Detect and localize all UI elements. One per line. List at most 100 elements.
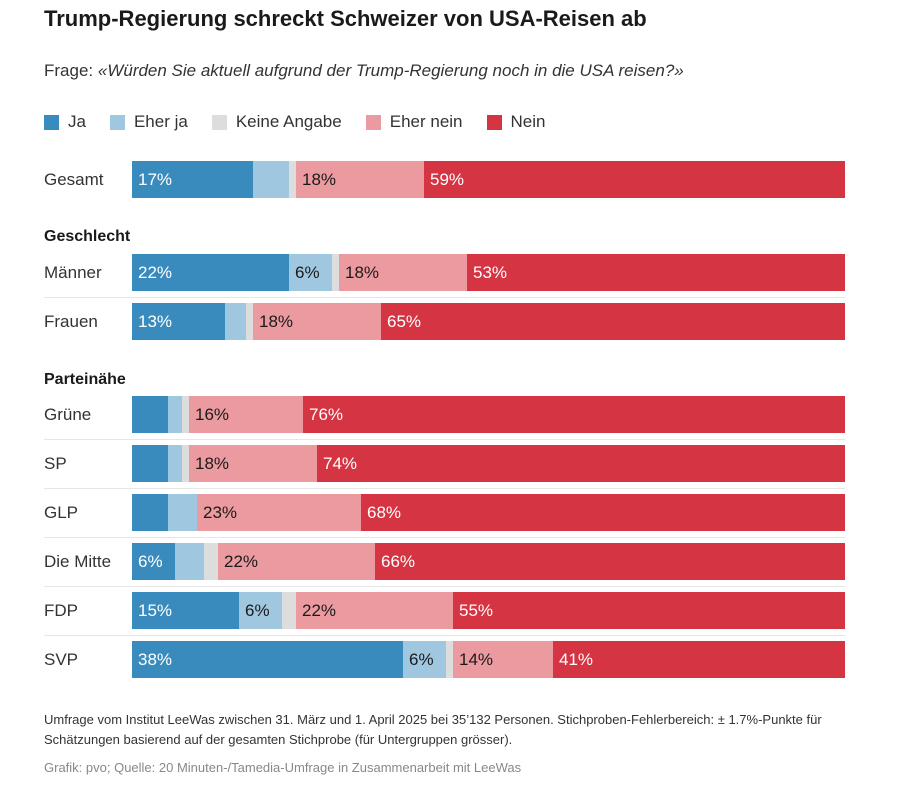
bar-segment-eher-ja bbox=[225, 303, 246, 340]
row-label: SVP bbox=[44, 650, 79, 669]
bar-segment-nein: 59% bbox=[424, 161, 845, 198]
bar-segment-eher-nein: 18% bbox=[253, 303, 381, 340]
data-label: 18% bbox=[345, 263, 380, 282]
row-divider bbox=[44, 297, 845, 298]
data-label: 76% bbox=[309, 405, 344, 424]
bar-segment-keine-angabe bbox=[282, 592, 296, 629]
row-divider bbox=[44, 537, 845, 538]
legend-label: Keine Angabe bbox=[235, 112, 342, 131]
row-label: Die Mitte bbox=[44, 552, 112, 571]
question-text: «Würden Sie aktuell aufgrund der Trump-R… bbox=[97, 61, 684, 80]
bar-segment-nein: 66% bbox=[375, 543, 845, 580]
bar-segment-ja: 15% bbox=[132, 592, 239, 629]
row-label: SP bbox=[44, 454, 67, 473]
bar-segment-nein: 76% bbox=[303, 396, 845, 433]
data-label: 6% bbox=[409, 650, 434, 669]
bar-segment-keine-angabe bbox=[446, 641, 453, 678]
bar-segment-eher-nein: 16% bbox=[189, 396, 303, 433]
legend-label: Nein bbox=[510, 112, 546, 131]
bar-segment-eher-ja: 6% bbox=[289, 254, 332, 291]
bar-segment-keine-angabe bbox=[182, 396, 189, 433]
row-label: Gesamt bbox=[44, 170, 104, 189]
legend-swatch bbox=[365, 114, 381, 130]
data-label: 55% bbox=[459, 601, 494, 620]
bar-segment-eher-ja bbox=[168, 445, 182, 482]
data-label: 13% bbox=[138, 312, 173, 331]
section-heading: Parteinähe bbox=[44, 371, 126, 388]
data-label: 53% bbox=[473, 263, 508, 282]
legend-item-nein: Nein bbox=[486, 112, 546, 132]
bar-segment-eher-ja bbox=[175, 543, 204, 580]
bar-segment-eher-ja bbox=[168, 396, 182, 433]
chart-title: Trump-Regierung schreckt Schweizer von U… bbox=[44, 6, 647, 31]
data-label: 18% bbox=[259, 312, 294, 331]
survey-question: Frage: «Würden Sie aktuell aufgrund der … bbox=[44, 61, 684, 81]
bar-segment-nein: 68% bbox=[361, 494, 845, 531]
legend-item-eher-nein: Eher nein bbox=[365, 112, 463, 132]
data-label: 23% bbox=[203, 503, 238, 522]
data-label: 22% bbox=[138, 263, 173, 282]
bar-segment-eher-nein: 14% bbox=[453, 641, 553, 678]
bar-segment-eher-ja: 6% bbox=[239, 592, 282, 629]
row-divider bbox=[44, 586, 845, 587]
bar-segment-ja: 22% bbox=[132, 254, 289, 291]
stacked-bar: 38% 6% 14% 41% bbox=[132, 641, 845, 678]
row-divider bbox=[44, 439, 845, 440]
bar-segment-eher-nein: 22% bbox=[218, 543, 375, 580]
bar-segment-keine-angabe bbox=[246, 303, 253, 340]
bar-segment-eher-nein: 18% bbox=[339, 254, 467, 291]
footnote: Umfrage vom Institut LeeWas zwischen 31.… bbox=[44, 712, 822, 747]
row-label: Grüne bbox=[44, 405, 92, 424]
legend-swatch bbox=[211, 114, 227, 130]
data-label: 38% bbox=[138, 650, 173, 669]
bar-segment-nein: 41% bbox=[553, 641, 845, 678]
data-label: 22% bbox=[224, 552, 259, 571]
row-label: FDP bbox=[44, 601, 78, 620]
bar-segment-eher-ja: 6% bbox=[403, 641, 446, 678]
data-label: 68% bbox=[367, 503, 402, 522]
legend: Ja Eher ja Keine Angabe Eher nein Nein bbox=[44, 112, 569, 132]
data-label: 16% bbox=[195, 405, 230, 424]
bar-segment-eher-nein: 18% bbox=[189, 445, 317, 482]
bar-segment-ja bbox=[132, 494, 168, 531]
data-label: 18% bbox=[302, 170, 337, 189]
legend-swatch bbox=[486, 114, 502, 130]
bar-segment-ja: 17% bbox=[132, 161, 253, 198]
legend-label: Eher nein bbox=[389, 112, 463, 131]
bar-segment-keine-angabe bbox=[332, 254, 339, 291]
data-label: 14% bbox=[459, 650, 494, 669]
legend-item-eher-ja: Eher ja bbox=[109, 112, 188, 132]
bar-segment-keine-angabe bbox=[289, 161, 296, 198]
stacked-bar: 6% 22% 66% bbox=[132, 543, 845, 580]
legend-label: Eher ja bbox=[133, 112, 188, 131]
data-label: 59% bbox=[430, 170, 465, 189]
legend-swatch bbox=[44, 114, 59, 130]
row-label: Frauen bbox=[44, 312, 98, 331]
bar-segment-ja: 13% bbox=[132, 303, 225, 340]
stacked-bar: 13% 18% 65% bbox=[132, 303, 845, 340]
data-label: 18% bbox=[195, 454, 230, 473]
row-label: GLP bbox=[44, 503, 79, 522]
bar-segment-nein: 53% bbox=[467, 254, 845, 291]
bar-segment-keine-angabe bbox=[204, 543, 218, 580]
bar-segment-ja bbox=[132, 445, 168, 482]
data-label: 17% bbox=[138, 170, 173, 189]
row-divider bbox=[44, 635, 845, 636]
data-label: 6% bbox=[138, 552, 163, 571]
source-credit: Grafik: pvo; Quelle: 20 Minuten-/Tamedia… bbox=[44, 760, 522, 775]
data-label: 6% bbox=[245, 601, 270, 620]
section-heading: Geschlecht bbox=[44, 228, 131, 245]
stacked-bar: 22% 6% 18% 53% bbox=[132, 254, 845, 291]
row-divider bbox=[44, 488, 845, 489]
data-label: 15% bbox=[138, 601, 173, 620]
legend-item-keine-angabe: Keine Angabe bbox=[211, 112, 342, 132]
stacked-bar: 17% 18% 59% bbox=[132, 161, 845, 198]
data-label: 66% bbox=[381, 552, 416, 571]
stacked-bar: 15% 6% 22% 55% bbox=[132, 592, 845, 629]
data-label: 22% bbox=[302, 601, 337, 620]
bar-segment-eher-ja bbox=[253, 161, 289, 198]
legend-item-ja: Ja bbox=[44, 112, 86, 132]
bar-segment-nein: 65% bbox=[381, 303, 845, 340]
stacked-bar: 23% 68% bbox=[132, 494, 845, 531]
bar-segment-ja: 6% bbox=[132, 543, 175, 580]
